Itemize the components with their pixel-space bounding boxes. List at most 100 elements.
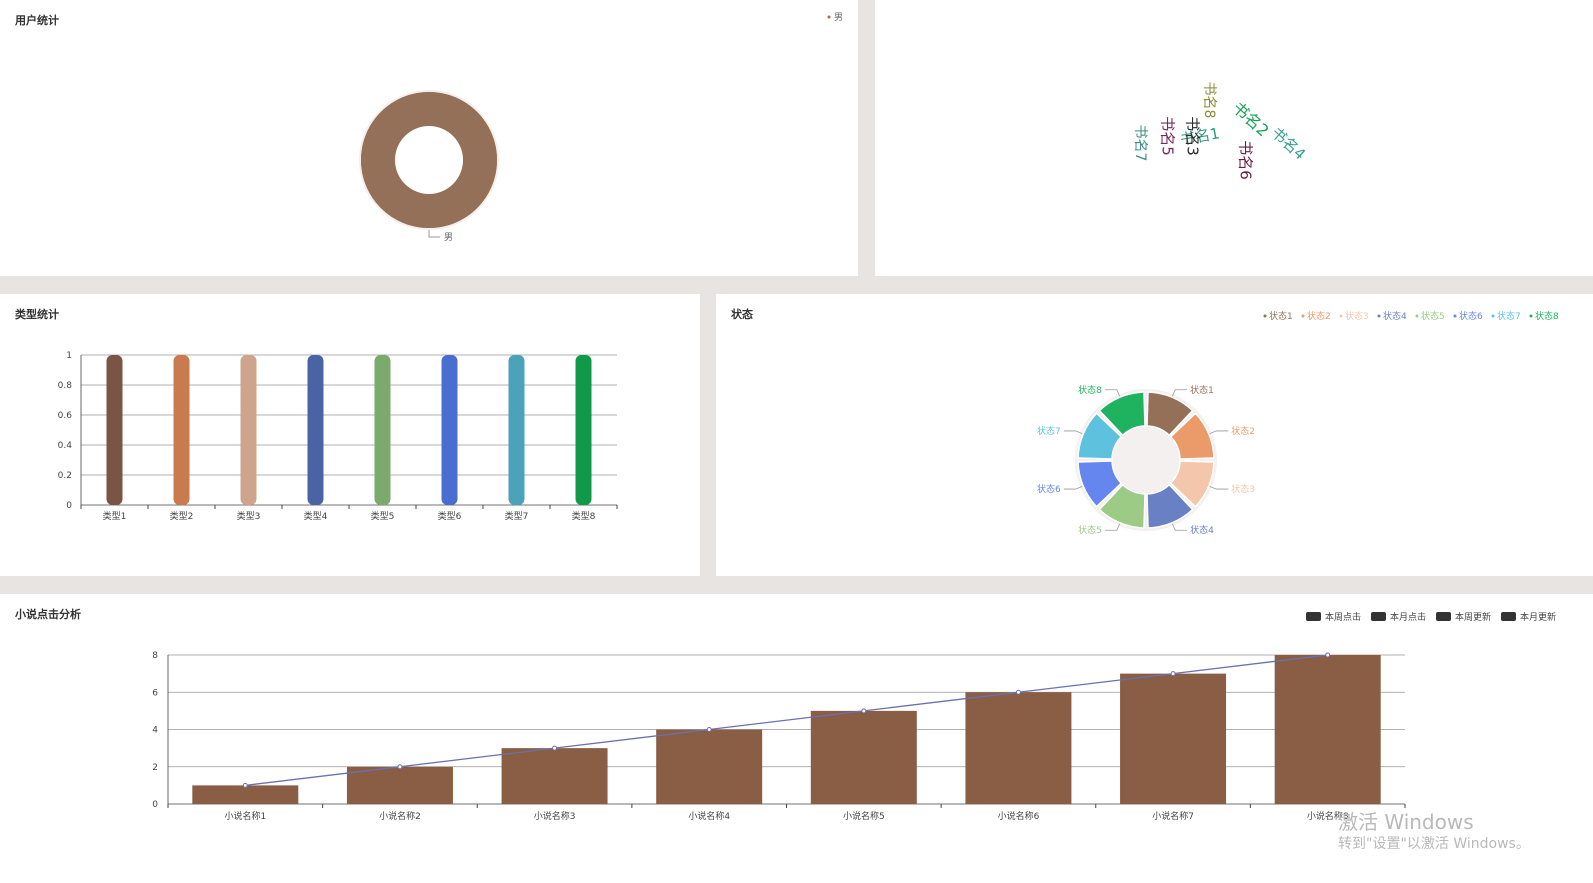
wordcloud-word: 书名5 bbox=[1159, 116, 1177, 156]
clicks-legend-marker bbox=[1436, 612, 1451, 621]
status-label: 状态5 bbox=[1078, 524, 1102, 536]
y-tick-label: 2 bbox=[152, 763, 158, 773]
donut-label: 男 bbox=[444, 232, 453, 243]
status-title: 状态 bbox=[731, 308, 753, 321]
y-tick-label: 8 bbox=[152, 651, 158, 661]
clicks-legend-label: 本月更新 bbox=[1520, 611, 1556, 623]
x-tick-label: 小说名称4 bbox=[688, 810, 730, 822]
type-bar bbox=[441, 355, 458, 505]
status-slice bbox=[1077, 460, 1122, 508]
status-legend-label: 状态3 bbox=[1345, 310, 1369, 322]
status-label: 状态8 bbox=[1078, 384, 1102, 396]
book-wordcloud-panel: 书名1 书名2 书名3 书名4 书名5 书名6 书名7 书名8 bbox=[875, 0, 1593, 276]
clicks-legend-label: 本周更新 bbox=[1455, 611, 1491, 623]
status-label: 状态7 bbox=[1037, 425, 1061, 437]
wordcloud-word: 书名3 bbox=[1184, 116, 1202, 156]
clicks-legend-label: 本周点击 bbox=[1325, 611, 1361, 623]
legend-label: 男 bbox=[834, 12, 843, 23]
click-trend-point bbox=[552, 745, 558, 751]
clicks-panel: 小说点击分析 0 2 4 6 8 小说名称1 小说名称2 小说名称3 小说名称4 小说名称5 小说名… bbox=[0, 594, 1593, 883]
legend-marker bbox=[827, 15, 831, 19]
status-slice bbox=[1170, 460, 1215, 508]
status-legend-marker bbox=[1377, 314, 1381, 318]
clicks-title: 小说点击分析 bbox=[15, 608, 81, 621]
clicks-chart: 0 2 4 6 8 小说名称1 小说名称2 小说名称3 小说名称4 小说名称5 小说名称6 小说名称7… bbox=[152, 611, 1556, 822]
status-slice bbox=[1170, 412, 1215, 460]
click-trend-point bbox=[242, 782, 248, 788]
click-trend-point bbox=[1325, 652, 1331, 658]
wordcloud-word: 书名8 bbox=[1201, 82, 1217, 119]
y-tick-label: 6 bbox=[152, 688, 158, 698]
clicks-legend-label: 本月点击 bbox=[1390, 611, 1426, 623]
status-label-line bbox=[1063, 430, 1083, 434]
click-trend-point bbox=[861, 708, 867, 714]
status-donut-shadow bbox=[1075, 389, 1217, 531]
type-stats-chart: 0 0.2 0.4 0.6 0.8 1 类型1 类型2 类型3 类型4 类型5 类型6 类型7 类型8 bbox=[58, 351, 618, 522]
type-bar bbox=[106, 355, 123, 505]
click-bar bbox=[192, 785, 299, 804]
click-trend-point bbox=[706, 727, 712, 732]
y-tick-label: 1 bbox=[66, 351, 72, 361]
type-bar bbox=[575, 355, 592, 505]
status-label-line bbox=[1063, 486, 1083, 490]
type-bar bbox=[240, 355, 257, 505]
user-stats-chart: 男男 bbox=[359, 12, 843, 243]
status-slice bbox=[1146, 391, 1194, 436]
status-label-line bbox=[1104, 523, 1120, 531]
y-tick-label: 0 bbox=[66, 501, 72, 511]
x-tick-label: 类型3 bbox=[237, 510, 261, 522]
x-tick-label: 小说名称8 bbox=[1307, 810, 1349, 822]
x-tick-label: 类型2 bbox=[170, 510, 194, 522]
status-chart: 状态1 状态2 状态3 状态4 状态5 状态6 状态7 状态8 状态1 状态2 状态3 状态4 状态5 状… bbox=[1037, 310, 1559, 536]
wordcloud-word: 书名2 bbox=[1229, 98, 1273, 140]
type-bar bbox=[307, 355, 324, 505]
windows-activation-watermark: 激活 Windows bbox=[1338, 810, 1474, 834]
status-label-line bbox=[1209, 486, 1229, 490]
x-tick-label: 类型6 bbox=[438, 510, 462, 522]
status-slice bbox=[1146, 484, 1194, 529]
status-label: 状态2 bbox=[1231, 425, 1255, 437]
click-bar bbox=[501, 748, 608, 804]
x-tick-label: 小说名称3 bbox=[534, 810, 576, 822]
y-tick-label: 0 bbox=[152, 800, 158, 810]
y-tick-label: 0.2 bbox=[58, 471, 72, 481]
status-legend-label: 状态2 bbox=[1307, 310, 1331, 322]
clicks-legend-marker bbox=[1501, 612, 1516, 621]
x-tick-label: 小说名称6 bbox=[998, 810, 1040, 822]
status-label-line bbox=[1172, 389, 1188, 397]
click-trend-point bbox=[397, 764, 403, 770]
x-tick-label: 小说名称5 bbox=[843, 810, 885, 822]
click-bar bbox=[810, 710, 917, 804]
type-stats-panel: 类型统计 0 0.2 0.4 0.6 0.8 1 类型1 类型2 类型3 类型4 类型5 类型6 类型7… bbox=[0, 294, 700, 576]
y-tick-label: 0.4 bbox=[58, 441, 73, 451]
status-panel: 状态 状态1 状态2 状态3 状态4 状态5 状态6 状态7 状态8 状态1 状态2 状态3 状态4 状… bbox=[716, 294, 1593, 576]
status-slice bbox=[1098, 484, 1146, 529]
click-trend-point bbox=[1015, 689, 1021, 695]
user-stats-title: 用户统计 bbox=[15, 14, 59, 27]
type-bar bbox=[374, 355, 391, 505]
windows-activation-hint: 转到"设置"以激活 Windows。 bbox=[1338, 836, 1530, 852]
status-legend-label: 状态7 bbox=[1497, 310, 1521, 322]
x-tick-label: 小说名称7 bbox=[1152, 810, 1194, 822]
y-tick-label: 0.6 bbox=[58, 411, 73, 421]
type-bar bbox=[508, 355, 525, 505]
status-label: 状态6 bbox=[1037, 483, 1061, 495]
y-tick-label: 4 bbox=[152, 726, 158, 736]
x-tick-label: 类型7 bbox=[505, 510, 529, 522]
click-bar bbox=[656, 729, 763, 804]
user-stats-panel: 用户统计 男男 bbox=[0, 0, 858, 276]
donut-hole bbox=[395, 126, 463, 194]
wordcloud-word: 书名7 bbox=[1132, 125, 1148, 162]
status-label: 状态1 bbox=[1190, 384, 1214, 396]
status-legend-marker bbox=[1301, 314, 1305, 318]
x-tick-label: 小说名称1 bbox=[224, 810, 266, 822]
status-legend-label: 状态5 bbox=[1421, 310, 1445, 322]
click-trend-line bbox=[245, 654, 1328, 787]
status-label-line bbox=[1104, 389, 1120, 397]
status-slice bbox=[1077, 412, 1122, 460]
clicks-legend-marker bbox=[1371, 612, 1386, 621]
status-label-line bbox=[1172, 523, 1188, 531]
status-legend-label: 状态4 bbox=[1383, 310, 1407, 322]
x-tick-label: 类型5 bbox=[371, 510, 395, 522]
